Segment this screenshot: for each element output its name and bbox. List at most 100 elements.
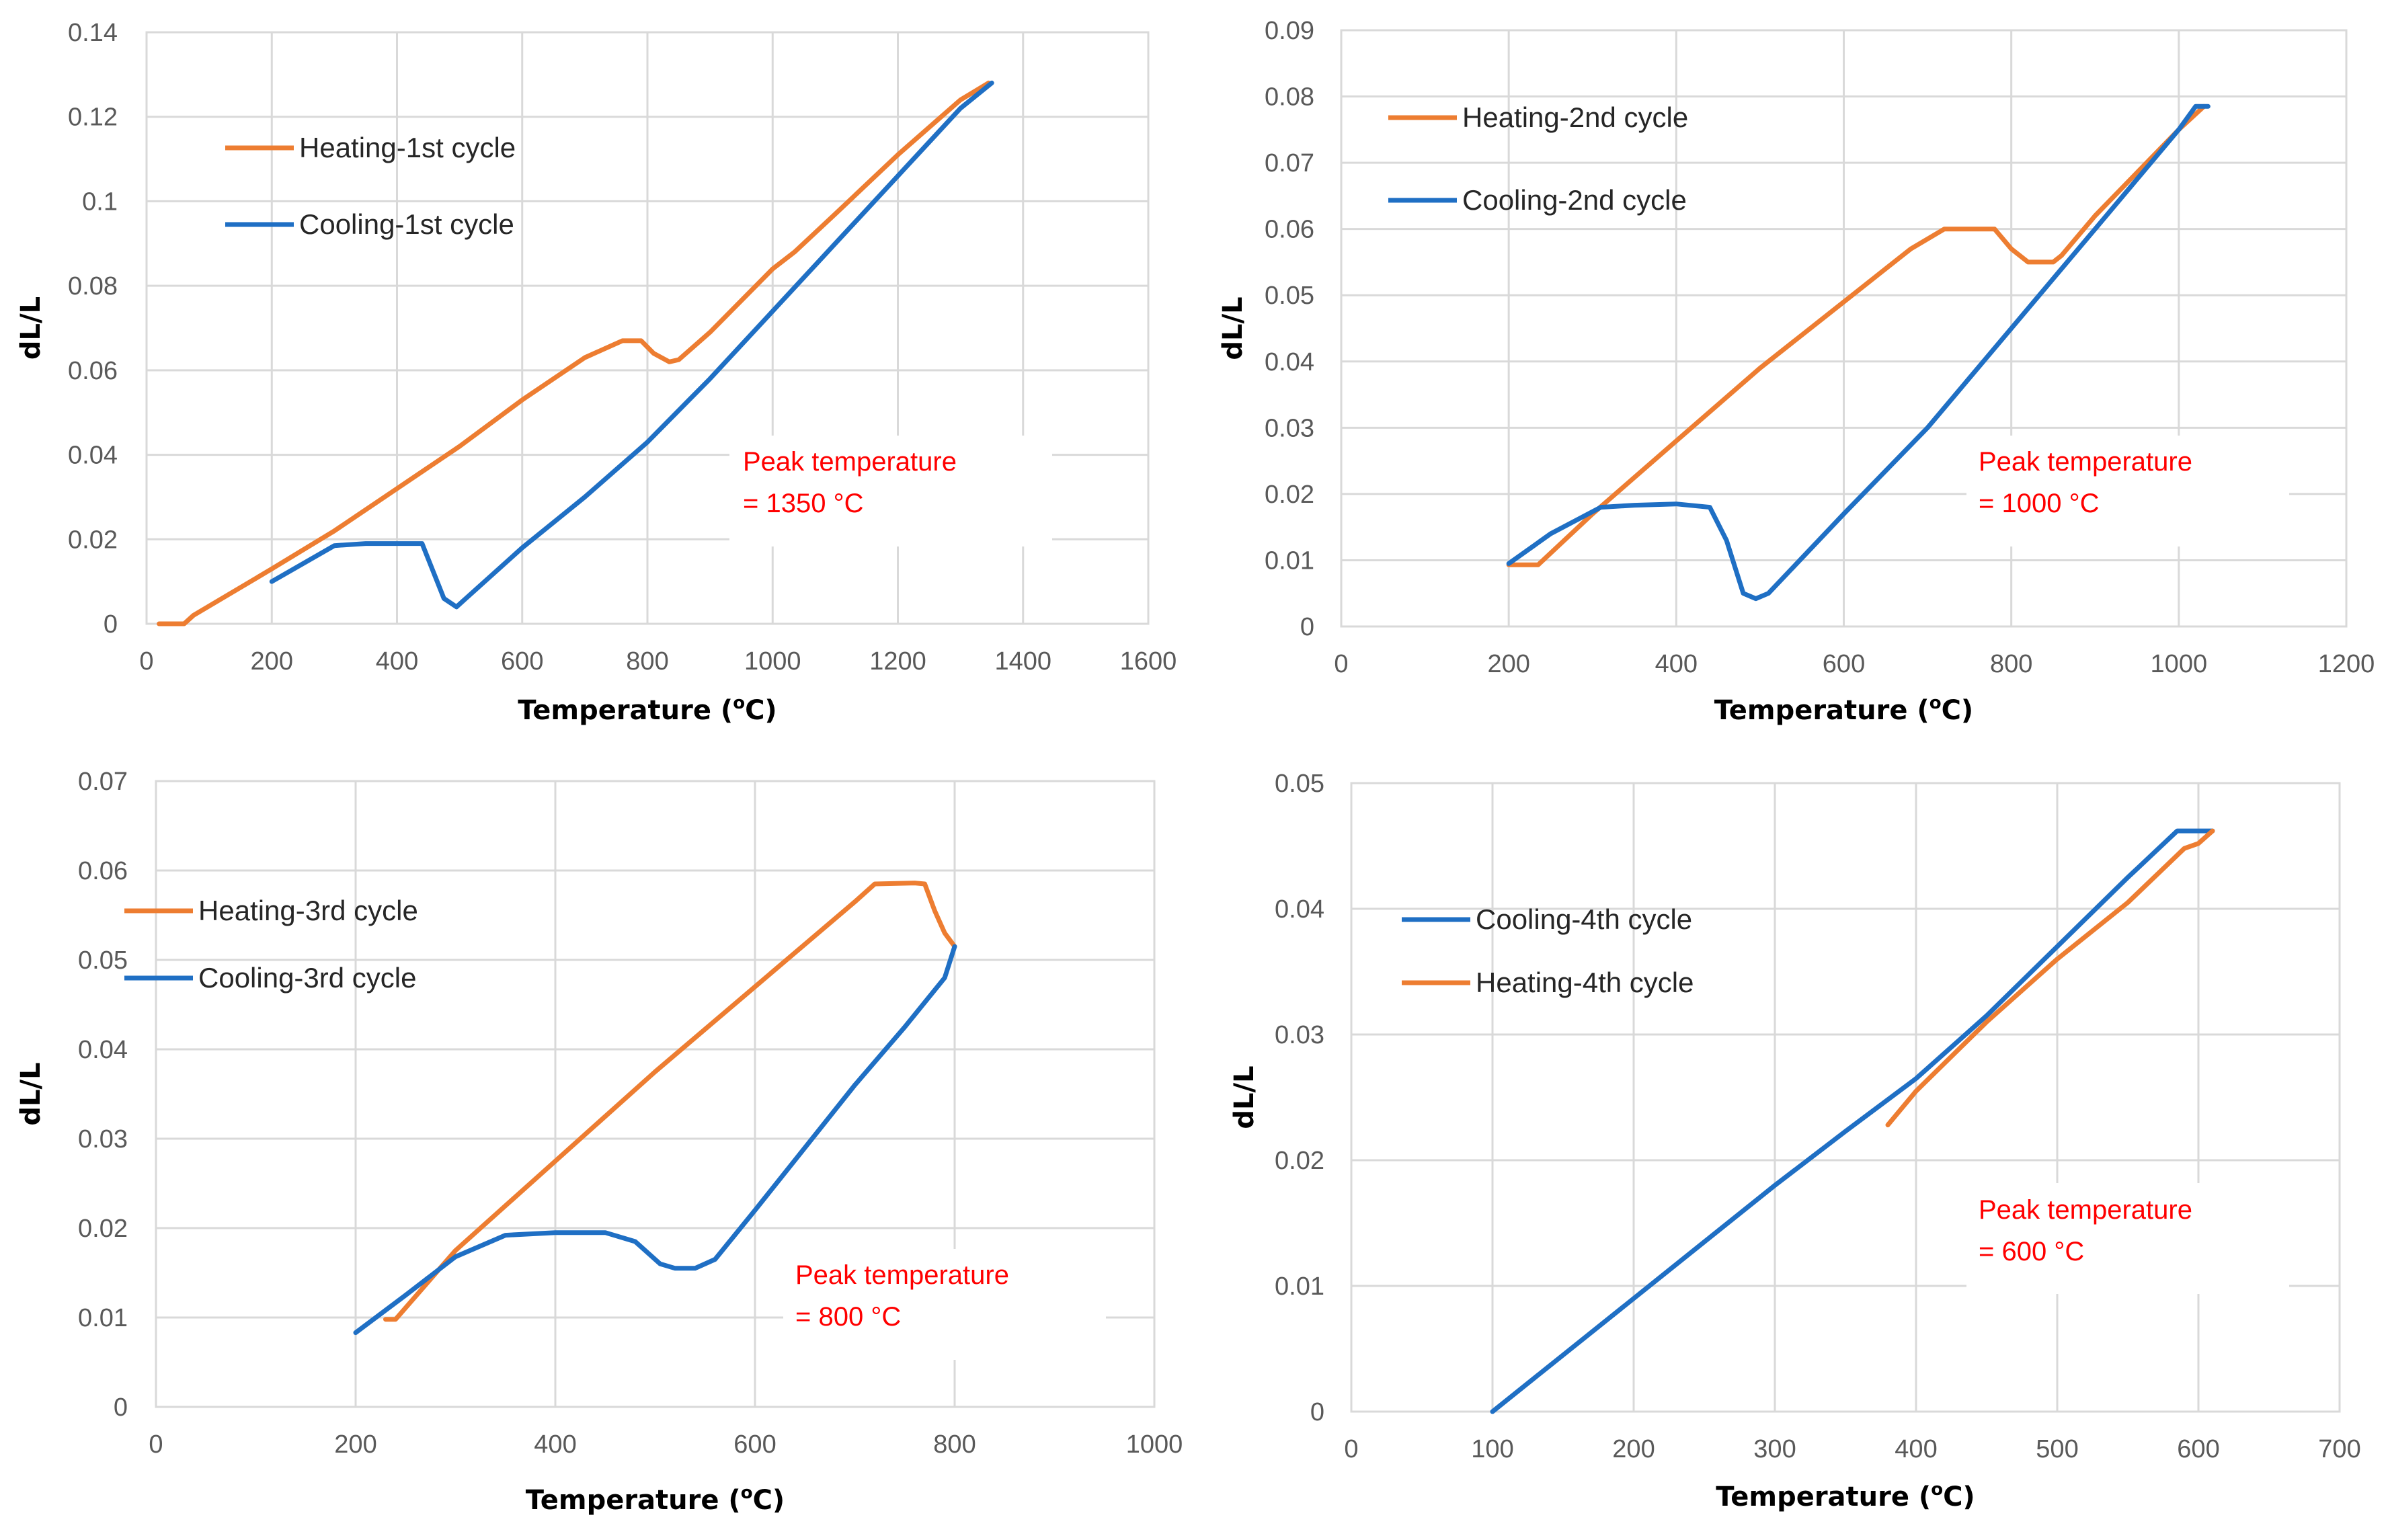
legend-label: Cooling-1st cycle [299, 208, 514, 240]
y-tick-label: 0.01 [1275, 1272, 1324, 1301]
y-tick-label: 0.03 [1265, 414, 1314, 442]
legend-label: Heating-2nd cycle [1462, 102, 1688, 133]
x-tick-label: 600 [2177, 1435, 2219, 1463]
x-tick-label: 100 [1471, 1435, 1513, 1463]
y-tick-label: 0.08 [68, 272, 118, 300]
annotation-background [1966, 436, 2289, 546]
legend-label: Cooling-4th cycle [1476, 903, 1692, 935]
x-tick-label: 1000 [2151, 650, 2208, 678]
x-tick-label: 0 [1344, 1435, 1358, 1463]
plot-frame [1350, 782, 2341, 1413]
x-tick-label: 0 [1334, 650, 1348, 678]
x-tick-label: 200 [1487, 650, 1529, 678]
chart-3: 0 0.01 0.02 0.03 0.04 0.05 0.06 0.07 0 200 400 600 8… [15, 768, 1183, 1516]
y-axis-title: dL/L [15, 296, 46, 360]
x-tick-label: 400 [1655, 650, 1698, 678]
y-tick-label: 0.05 [78, 946, 128, 975]
x-tick-label: 200 [251, 647, 293, 676]
x-tick-label: 1000 [744, 647, 801, 676]
x-tick-label: 800 [933, 1430, 976, 1459]
peak-temperature-annotation: = 1000 °C [1979, 489, 2099, 518]
heating-series-line [383, 881, 957, 1322]
x-tick-label: 1200 [2318, 650, 2375, 678]
heating-series-line [1506, 104, 2206, 567]
legend-label: Heating-3rd cycle [198, 895, 418, 926]
y-tick-label: 0.05 [1265, 282, 1314, 310]
chart-2: 0 0.01 0.02 0.03 0.04 0.05 0.06 0.07 0.08 0.09 0 20… [1218, 17, 2375, 726]
x-axis-title: Temperature (oC) [1714, 693, 1973, 726]
x-axis-title: Temperature (oC) [518, 693, 777, 726]
y-tick-label: 0.08 [1265, 83, 1314, 112]
peak-temperature-annotation: Peak temperature [1979, 1195, 2192, 1225]
y-tick-label: 0.04 [78, 1036, 128, 1064]
cooling-series-line [1506, 104, 2211, 602]
annotation-background [783, 1249, 1106, 1360]
x-tick-label: 700 [2318, 1435, 2360, 1463]
x-tick-label: 0 [149, 1430, 163, 1459]
y-tick-label: 0.07 [1265, 149, 1314, 177]
plot-frame [155, 780, 1156, 1408]
peak-temperature-annotation: = 1350 °C [743, 489, 863, 518]
y-tick-label: 0.02 [78, 1215, 128, 1243]
plot-frame [1340, 29, 2348, 628]
chart-1: 0 0.02 0.04 0.06 0.08 0.1 0.12 0.14 0 200 400 600 80… [15, 19, 1177, 726]
legend-label: Heating-4th cycle [1476, 967, 1694, 998]
y-tick-label: 0.12 [68, 104, 118, 132]
peak-temperature-annotation: Peak temperature [743, 447, 957, 477]
x-tick-label: 200 [1612, 1435, 1655, 1463]
x-tick-label: 1200 [869, 647, 926, 676]
y-tick-label: 0.06 [68, 357, 118, 385]
peak-temperature-annotation: Peak temperature [795, 1260, 1009, 1290]
x-tick-label: 1000 [1126, 1430, 1183, 1459]
cooling-series-line [1490, 828, 2215, 1414]
legend-label: Cooling-3rd cycle [198, 962, 416, 994]
y-tick-label: 0.02 [1265, 481, 1314, 509]
y-tick-label: 0.02 [1275, 1147, 1324, 1175]
x-tick-label: 200 [334, 1430, 376, 1459]
x-tick-label: 800 [1990, 650, 2032, 678]
x-tick-label: 400 [376, 647, 418, 676]
legend-label: Heating-1st cycle [299, 132, 516, 163]
x-tick-label: 800 [626, 647, 668, 676]
x-tick-label: 600 [1823, 650, 1865, 678]
plot-frame [145, 31, 1150, 625]
cooling-series-line [269, 80, 994, 610]
y-tick-label: 0 [1300, 613, 1314, 641]
y-tick-label: 0.1 [82, 188, 118, 216]
y-tick-label: 0.01 [78, 1304, 128, 1332]
y-tick-label: 0.05 [1275, 770, 1324, 798]
x-tick-label: 400 [534, 1430, 576, 1459]
y-tick-label: 0.01 [1265, 546, 1314, 575]
y-tick-label: 0.03 [78, 1125, 128, 1153]
y-tick-label: 0 [114, 1393, 128, 1422]
y-axis-title: dL/L [1218, 296, 1248, 360]
heating-series-line [1885, 828, 2215, 1128]
x-tick-label: 500 [2036, 1435, 2078, 1463]
y-tick-label: 0.09 [1265, 17, 1314, 45]
x-tick-label: 400 [1895, 1435, 1937, 1463]
y-tick-label: 0.14 [68, 19, 118, 47]
peak-temperature-annotation: = 800 °C [795, 1302, 901, 1332]
x-tick-label: 1600 [1120, 647, 1177, 676]
x-axis-title: Temperature (oC) [1716, 1480, 1975, 1512]
y-tick-label: 0.02 [68, 526, 118, 554]
legend-label: Cooling-2nd cycle [1462, 184, 1687, 216]
y-tick-label: 0.06 [78, 857, 128, 885]
peak-temperature-annotation: = 600 °C [1979, 1237, 2084, 1266]
y-tick-label: 0.04 [1265, 348, 1314, 376]
annotation-background [1966, 1183, 2289, 1294]
x-tick-label: 600 [501, 647, 543, 676]
y-tick-label: 0.04 [1275, 895, 1324, 924]
y-tick-label: 0.06 [1265, 216, 1314, 244]
cooling-series-line [353, 944, 957, 1336]
x-tick-label: 600 [733, 1430, 776, 1459]
heating-series-line [157, 80, 991, 626]
annotation-background [729, 436, 1052, 546]
y-tick-label: 0 [1310, 1398, 1324, 1426]
y-tick-label: 0.04 [68, 442, 118, 470]
x-tick-label: 1400 [994, 647, 1051, 676]
y-tick-label: 0.03 [1275, 1021, 1324, 1049]
x-tick-label: 0 [139, 647, 153, 676]
y-tick-label: 0 [104, 610, 118, 639]
